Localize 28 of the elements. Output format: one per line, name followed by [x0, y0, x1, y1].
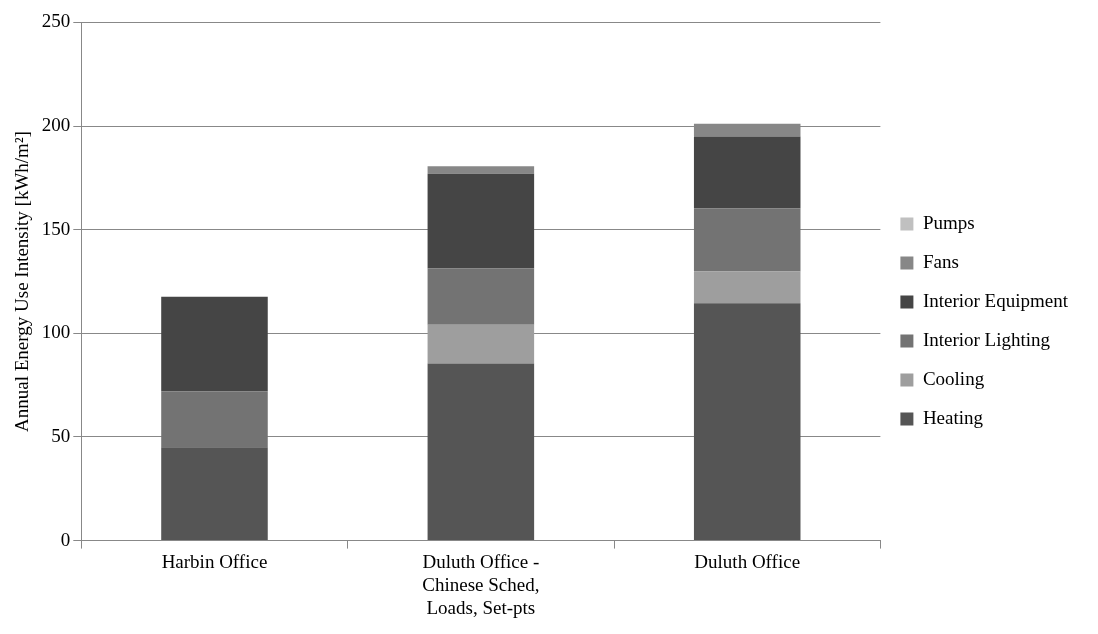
y-tick-label: 100: [41, 321, 71, 343]
x-tick-label: Duluth Office: [694, 550, 801, 572]
legend-label: Interior Lighting: [922, 328, 1051, 350]
bar: [427, 268, 535, 325]
bar: [161, 391, 268, 448]
bar: [693, 208, 801, 272]
bar: [427, 173, 535, 269]
legend-label: Fans: [922, 250, 959, 272]
y-tick-label: 50: [51, 424, 71, 446]
bar: [427, 363, 535, 541]
bar: [693, 136, 801, 209]
y-tick-label: 150: [41, 217, 71, 239]
y-tick-label: 250: [41, 10, 71, 32]
legend-label: Pumps: [922, 211, 975, 233]
legend-label: Heating: [922, 406, 984, 428]
bar: [693, 271, 801, 304]
legend-label: Interior Equipment: [922, 289, 1069, 311]
y-axis-title: Annual Energy Use Intensity [kWh/m²]: [11, 131, 33, 432]
bar: [427, 166, 535, 174]
y-tick-label: 0: [60, 528, 71, 550]
bar: [161, 447, 268, 541]
y-tick-label: 200: [41, 114, 71, 136]
x-tick-label: Harbin Office: [161, 550, 268, 572]
bar: [161, 296, 268, 392]
legend-label: Cooling: [922, 367, 985, 389]
x-tick-label: Duluth Office - Chinese Sched, Loads, Set-pts: [422, 550, 540, 618]
bar: [427, 324, 535, 364]
bar: [693, 303, 801, 541]
